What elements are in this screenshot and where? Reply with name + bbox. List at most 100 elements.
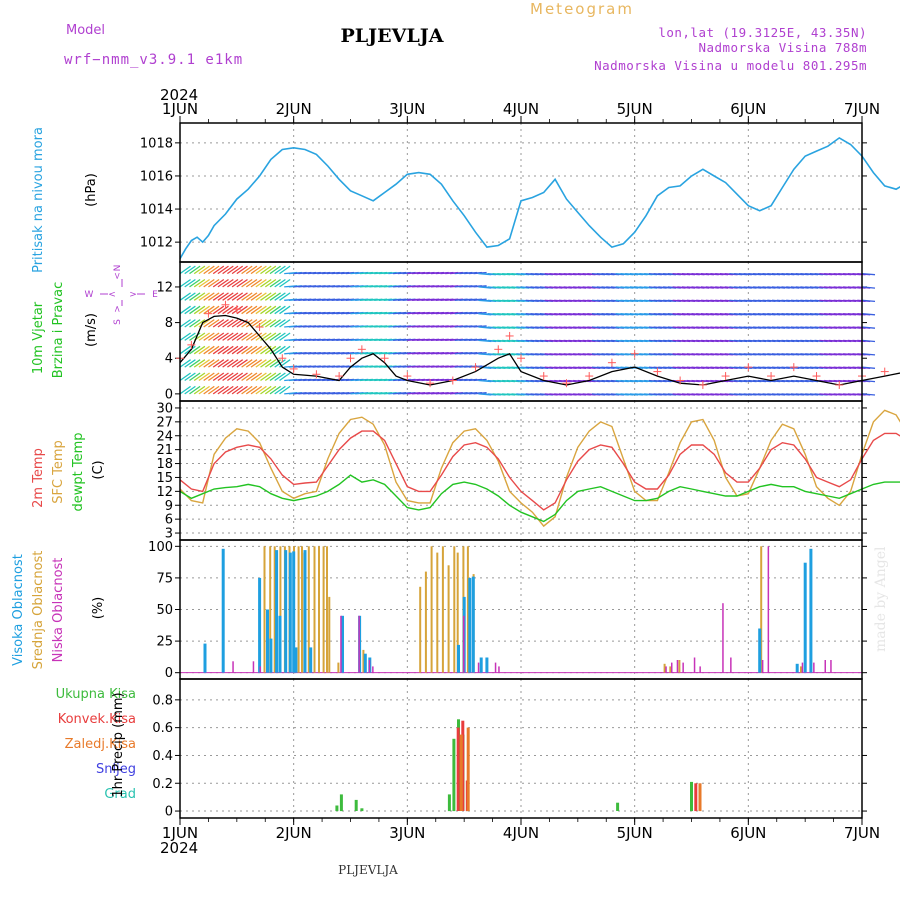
cloud-unit: (%) bbox=[91, 597, 106, 620]
pressure-ytick-label: 1014 bbox=[140, 203, 173, 218]
wind-barb bbox=[269, 372, 281, 382]
wind-barb bbox=[260, 292, 272, 301]
wind-barb bbox=[245, 265, 258, 275]
wind-panel: 0 4 8 12 bbox=[156, 262, 900, 402]
cloud-mid-bar bbox=[328, 596, 331, 673]
wind-barb bbox=[473, 325, 487, 328]
wind-barb bbox=[227, 359, 239, 368]
wind-barb bbox=[260, 265, 272, 275]
wind-barb bbox=[236, 359, 248, 368]
cloud-low-bar bbox=[767, 546, 770, 673]
elevation-text: Nadmorska Visina 788m bbox=[698, 40, 867, 55]
wind-barb bbox=[250, 345, 263, 355]
cloud-low-bar bbox=[801, 662, 804, 673]
wind-barb bbox=[222, 278, 234, 288]
wind-barb bbox=[193, 292, 206, 301]
cloud-low-bar bbox=[498, 666, 500, 673]
wind-barb bbox=[208, 359, 220, 368]
pressure-ytick-label: 1012 bbox=[140, 236, 173, 251]
wind-barb bbox=[212, 319, 225, 328]
precip-total-bar bbox=[360, 808, 364, 812]
wind-barb bbox=[179, 372, 191, 382]
wind-barb bbox=[179, 332, 191, 341]
cloud-low-bar bbox=[730, 657, 732, 673]
precip-panel: 0 0.2 0.4 0.6 0.8 bbox=[152, 679, 867, 820]
cloud-low-bar bbox=[830, 660, 832, 673]
wind-barb bbox=[245, 278, 258, 288]
cloud-low-bar bbox=[699, 666, 701, 673]
wind-barb bbox=[255, 305, 267, 315]
wind-barb bbox=[274, 278, 286, 288]
cloud-high-bar bbox=[284, 550, 288, 673]
wind-barb bbox=[222, 292, 234, 301]
cloud-low-bar bbox=[340, 615, 342, 673]
wind-barb bbox=[193, 385, 206, 395]
wind-barb bbox=[212, 345, 225, 355]
pressure-unit: (hPa) bbox=[84, 173, 99, 207]
temp-ylabel-2: SFC Temp bbox=[51, 440, 66, 504]
station-title: PLJEVLJA bbox=[341, 25, 444, 47]
wind-barb bbox=[231, 305, 244, 315]
wind-barb bbox=[222, 332, 234, 341]
wind-barb bbox=[861, 313, 876, 316]
wind-barb bbox=[279, 385, 291, 395]
temperature-ytick-label: 30 bbox=[156, 401, 173, 416]
wind-barb bbox=[279, 319, 291, 328]
wind-ytick-label: 12 bbox=[156, 280, 173, 295]
wind-barb bbox=[473, 338, 487, 342]
wind-barb bbox=[203, 359, 215, 368]
wind-barb bbox=[241, 345, 253, 355]
wind-barb bbox=[231, 345, 244, 355]
wind-barb bbox=[269, 332, 281, 341]
cloud-low-bar bbox=[665, 666, 667, 673]
compass-arrow-r: > bbox=[129, 290, 137, 300]
wind-barb bbox=[473, 378, 487, 382]
precip-conv-bar bbox=[694, 783, 698, 812]
pressure-line bbox=[179, 136, 900, 260]
cloud-mid-bar bbox=[800, 666, 802, 673]
clouds-ytick-label: 25 bbox=[156, 635, 173, 650]
temp-unit: (C) bbox=[91, 460, 106, 479]
wind-barb bbox=[279, 372, 291, 382]
compass-n: N bbox=[113, 265, 123, 272]
dewpt-line bbox=[179, 474, 900, 523]
wind-barb bbox=[279, 332, 291, 341]
wind-barb bbox=[208, 278, 220, 288]
xtick-label-top: 3JUN bbox=[389, 100, 425, 118]
xtick-label-top: 2JUN bbox=[276, 100, 312, 118]
wind-barb bbox=[260, 385, 272, 395]
cloud-high-bar bbox=[468, 577, 472, 673]
wind-barb bbox=[208, 385, 220, 395]
temperature-ytick-label: 15 bbox=[156, 471, 173, 486]
cloud-high-bar bbox=[221, 548, 225, 673]
wind-barb bbox=[189, 345, 201, 355]
wind-barb bbox=[260, 278, 272, 288]
wind-barb bbox=[861, 326, 876, 329]
wind-barb bbox=[279, 265, 291, 275]
wind-barb bbox=[264, 345, 277, 355]
wind-barb bbox=[198, 265, 210, 275]
wind-barb bbox=[255, 292, 267, 301]
wind-barb bbox=[260, 319, 272, 328]
compass-s: S bbox=[113, 319, 123, 325]
wind-barb bbox=[189, 292, 201, 301]
wind-barb bbox=[198, 385, 210, 395]
wind-barb bbox=[264, 372, 277, 382]
xtick-label-bottom: 4JUN bbox=[503, 824, 539, 842]
compass-w: W bbox=[85, 290, 94, 300]
wind-barb bbox=[179, 292, 191, 301]
wind-barb bbox=[217, 345, 229, 355]
wind-barb bbox=[222, 265, 234, 275]
wind-barb bbox=[274, 319, 286, 328]
wind-barb bbox=[198, 345, 210, 355]
wind-barb bbox=[250, 319, 263, 328]
clouds-ytick-label: 50 bbox=[156, 603, 173, 618]
temperature-ytick-label: 21 bbox=[156, 443, 173, 458]
cloud-high-bar bbox=[266, 609, 269, 673]
cloud-ylabel-1: Visoka Oblacnost bbox=[11, 554, 26, 666]
wind-barb bbox=[245, 305, 258, 315]
wind-barb bbox=[203, 345, 215, 355]
clouds-ytick-label: 75 bbox=[156, 571, 173, 586]
cloud-mid-bar bbox=[273, 546, 276, 673]
wind-barb bbox=[222, 372, 234, 382]
